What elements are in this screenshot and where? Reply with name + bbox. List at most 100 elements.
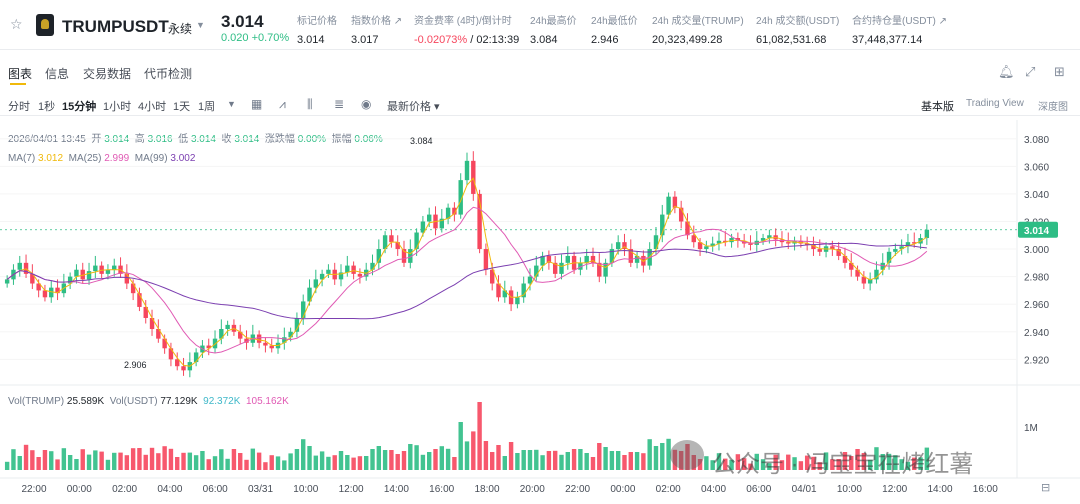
current-price-tag bbox=[1018, 221, 1058, 238]
stat-index-price[interactable]: 指数价格 ↗ 3.017 bbox=[351, 12, 402, 46]
candle-body bbox=[389, 235, 394, 243]
ohlc-readout: 2026/04/01 13:45 开 3.014 高 3.016 低 3.014… bbox=[8, 130, 383, 145]
candle-body bbox=[364, 269, 369, 277]
x-tick-label: 16:00 bbox=[973, 484, 998, 495]
axes: 3.080 3.060 3.040 3.020 3.000 2.980 2.960 2.940… bbox=[21, 135, 1058, 495]
volume-bar bbox=[269, 455, 274, 470]
target-icon[interactable]: ◉ bbox=[361, 97, 372, 111]
volume-bar bbox=[565, 452, 570, 470]
volume-bar bbox=[61, 448, 67, 470]
tab-chart[interactable]: 图表 bbox=[8, 67, 33, 81]
volume-bar bbox=[42, 450, 48, 470]
ma7-value: 3.012 bbox=[38, 153, 64, 164]
interval-1s[interactable]: 1秒 bbox=[38, 101, 56, 113]
candle-body bbox=[867, 279, 873, 284]
volume-bar bbox=[364, 456, 369, 470]
interval-1w[interactable]: 1周 bbox=[198, 101, 216, 113]
change-value: 0.00% bbox=[297, 134, 327, 145]
x-tick-label: 22:00 bbox=[21, 484, 46, 495]
interval-more-icon[interactable]: ▼ bbox=[227, 99, 236, 109]
ma7-label: MA(7) bbox=[8, 153, 36, 164]
active-tab-indicator bbox=[10, 83, 26, 85]
view-tradingview[interactable]: Trading View bbox=[966, 98, 1024, 109]
x-tick-label: 12:00 bbox=[339, 484, 364, 495]
stat-value: 3.014 bbox=[297, 34, 325, 46]
candle-body bbox=[634, 255, 640, 263]
volume-bar bbox=[660, 443, 665, 470]
candle-body bbox=[609, 249, 615, 263]
candle-body bbox=[67, 276, 73, 284]
volume-bar bbox=[351, 457, 356, 470]
candle-body bbox=[489, 269, 495, 284]
volume-bar bbox=[641, 453, 646, 470]
volume-bar bbox=[294, 449, 300, 470]
volume-bar bbox=[584, 453, 589, 470]
bell-icon[interactable]: 🔔︎ bbox=[998, 64, 1015, 79]
indicator-icon[interactable]: ⩘ bbox=[279, 97, 286, 111]
symbol-name[interactable]: TRUMPUSDT bbox=[62, 17, 169, 36]
volume-bar bbox=[175, 457, 180, 470]
tab-trading-data[interactable]: 交易数据 bbox=[83, 67, 132, 81]
volume-bar bbox=[200, 451, 205, 470]
favorite-star-icon[interactable]: ☆ bbox=[10, 16, 23, 32]
candle-body bbox=[647, 249, 652, 266]
settings-list-icon[interactable]: ≣ bbox=[334, 97, 345, 111]
stat-label: 24h 成交量(TRUMP) bbox=[652, 16, 744, 27]
open-value: 3.014 bbox=[104, 134, 130, 145]
volume-bar bbox=[628, 452, 633, 470]
stat-open-interest[interactable]: 合约持仓量(USDT) ↗ 37,448,377.14 bbox=[852, 12, 947, 46]
view-basic[interactable]: 基本版 bbox=[921, 101, 954, 113]
candle-body bbox=[603, 262, 608, 277]
volume-bar bbox=[389, 450, 394, 470]
y-tick-label: 3.080 bbox=[1024, 135, 1049, 146]
view-depth[interactable]: 深度图 bbox=[1038, 102, 1068, 113]
interval-time[interactable]: 分时 bbox=[8, 101, 30, 113]
volume-bar bbox=[426, 452, 432, 470]
candle-body bbox=[710, 243, 715, 247]
interval-1d[interactable]: 1天 bbox=[173, 101, 191, 113]
volume-bar bbox=[634, 452, 640, 470]
stat-value: 3.084 bbox=[530, 34, 558, 46]
candle-body bbox=[206, 345, 211, 349]
grid-layout-icon[interactable]: ⊞ bbox=[1054, 64, 1065, 79]
volume-bar bbox=[231, 449, 237, 470]
wechat-logo-icon bbox=[670, 440, 704, 470]
tab-info[interactable]: 信息 bbox=[45, 67, 70, 81]
chevron-down-icon[interactable]: ▼ bbox=[196, 20, 205, 30]
candle-body bbox=[723, 240, 728, 243]
interval-4h[interactable]: 4小时 bbox=[138, 101, 167, 113]
volume-bar bbox=[420, 454, 426, 470]
interval-1h[interactable]: 1小时 bbox=[103, 101, 132, 113]
price-type-select[interactable]: 最新价格 ▾ bbox=[387, 101, 440, 113]
vol-usdt-value: 77.129K bbox=[160, 396, 198, 407]
expand-icon[interactable]: ⤢ bbox=[1025, 64, 1036, 79]
interval-15m[interactable]: 15分钟 bbox=[62, 101, 97, 113]
tab-token-check[interactable]: 代币检测 bbox=[144, 67, 193, 81]
candles bbox=[4, 151, 930, 378]
candle-type-icon[interactable]: ⫼ bbox=[307, 97, 313, 111]
volume-bar bbox=[527, 450, 533, 470]
ma99-label: MA(99) bbox=[134, 153, 168, 164]
calendar-icon[interactable]: ▦ bbox=[251, 97, 263, 111]
candle-body bbox=[112, 265, 117, 270]
y-tick-label: 2.960 bbox=[1024, 300, 1049, 311]
volume-bar bbox=[540, 455, 545, 470]
add-indicator-icon[interactable]: ⊟ bbox=[1041, 482, 1051, 494]
volume-bar bbox=[483, 441, 489, 470]
volume-bar bbox=[67, 455, 73, 470]
volume-bar bbox=[86, 454, 92, 470]
x-tick-label: 14:00 bbox=[927, 484, 952, 495]
volume-bar bbox=[615, 451, 621, 470]
vol-ma2-value: 105.162K bbox=[245, 396, 289, 407]
candle-body bbox=[748, 243, 753, 245]
vol-ma1-value: 92.372K bbox=[203, 396, 241, 407]
candle-date: 2026/04/01 13:45 bbox=[8, 134, 86, 145]
stat-24h-low: 24h最低价 2.946 bbox=[591, 12, 638, 46]
candle-body bbox=[836, 249, 841, 256]
x-tick-label: 02:00 bbox=[112, 484, 137, 495]
candle-body bbox=[200, 345, 205, 353]
candle-body bbox=[162, 338, 167, 349]
volume-bar bbox=[181, 452, 186, 470]
volume-bar bbox=[401, 451, 407, 470]
volume-bar bbox=[458, 422, 463, 470]
